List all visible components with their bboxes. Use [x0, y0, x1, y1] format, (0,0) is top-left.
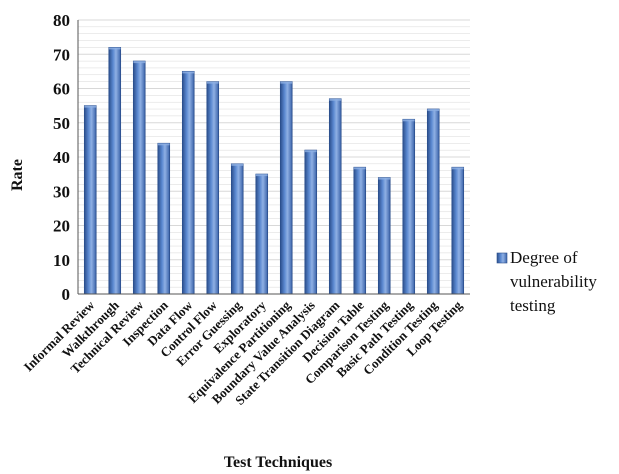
bar	[83, 105, 97, 295]
bar-cap	[451, 167, 464, 170]
bar	[279, 81, 293, 295]
bar-cap	[231, 163, 244, 166]
bar	[255, 173, 269, 295]
y-axis-ticks: 0 10 20 30 40 50 60 70 80	[53, 11, 70, 304]
y-tick-label: 40	[53, 148, 70, 167]
y-tick-label: 80	[53, 11, 70, 30]
bar	[157, 142, 171, 295]
legend-label-line-3: testing	[510, 296, 556, 315]
bar	[108, 47, 122, 295]
y-axis-title: Rate	[9, 159, 26, 191]
bars	[83, 47, 465, 295]
bar	[328, 98, 342, 295]
bar	[304, 149, 318, 295]
legend-label-line-2: vulnerability	[510, 272, 597, 291]
x-axis-title: Test Techniques	[224, 454, 332, 471]
y-tick-label: 70	[53, 45, 70, 64]
bar-cap	[84, 105, 97, 108]
y-tick-label: 50	[53, 114, 70, 133]
legend: Degree of vulnerability testing	[496, 248, 597, 315]
bar-cap	[255, 174, 268, 177]
bar	[181, 70, 195, 295]
bar	[377, 177, 391, 295]
bar	[426, 108, 440, 295]
y-tick-label: 30	[53, 182, 70, 201]
y-tick-label: 20	[53, 217, 70, 236]
bar-cap	[108, 47, 121, 50]
bar-cap	[427, 109, 440, 112]
bar-cap	[206, 81, 219, 84]
bar-cap	[353, 167, 366, 170]
legend-swatch	[496, 252, 508, 264]
bar-cap	[182, 71, 195, 74]
bar	[206, 81, 220, 295]
y-tick-label: 60	[53, 80, 70, 99]
bar-cap	[304, 150, 317, 153]
bar-cap	[378, 177, 391, 180]
bar	[132, 60, 146, 295]
bar	[402, 118, 416, 295]
bar-cap	[402, 119, 415, 122]
bar	[353, 166, 367, 295]
y-tick-label: 0	[62, 285, 71, 304]
legend-label-line-1: Degree of	[510, 248, 578, 267]
bar	[230, 163, 244, 295]
bar	[451, 166, 465, 295]
bar-cap	[157, 143, 170, 146]
bar-cap	[329, 98, 342, 101]
y-tick-label: 10	[53, 251, 70, 270]
bar-cap	[280, 81, 293, 84]
bar-cap	[133, 61, 146, 64]
